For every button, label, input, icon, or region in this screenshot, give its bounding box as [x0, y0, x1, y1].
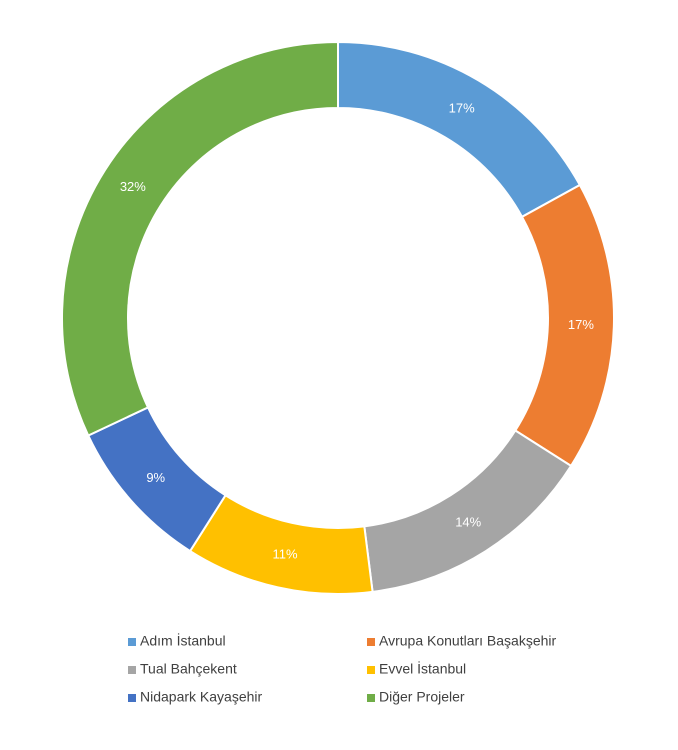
data-label: 9% [146, 470, 165, 485]
data-label: 14% [455, 515, 481, 530]
legend-label: Diğer Projeler [379, 689, 465, 705]
legend-label: Tual Bahçekent [140, 661, 237, 677]
donut-slice [337, 40, 582, 219]
legend-swatch [367, 666, 375, 674]
data-label: 32% [120, 179, 146, 194]
legend-label: Avrupa Konutları Başakşehir [379, 633, 557, 649]
donut-slice [188, 493, 374, 595]
legend-swatch [367, 694, 375, 702]
donut-slice [61, 40, 339, 437]
data-label: 17% [449, 100, 475, 115]
legend-swatch [128, 694, 136, 702]
data-label: 17% [568, 317, 594, 332]
donut-slice [363, 429, 573, 593]
legend-swatch [367, 638, 375, 646]
legend-swatch [128, 638, 136, 646]
legend-label: Adım İstanbul [140, 632, 226, 649]
legend-label: Evvel İstanbul [379, 660, 466, 677]
legend-label: Nidapark Kayaşehir [140, 689, 263, 705]
donut-slice [513, 183, 615, 468]
legend-swatch [128, 666, 136, 674]
data-label: 11% [272, 547, 297, 562]
